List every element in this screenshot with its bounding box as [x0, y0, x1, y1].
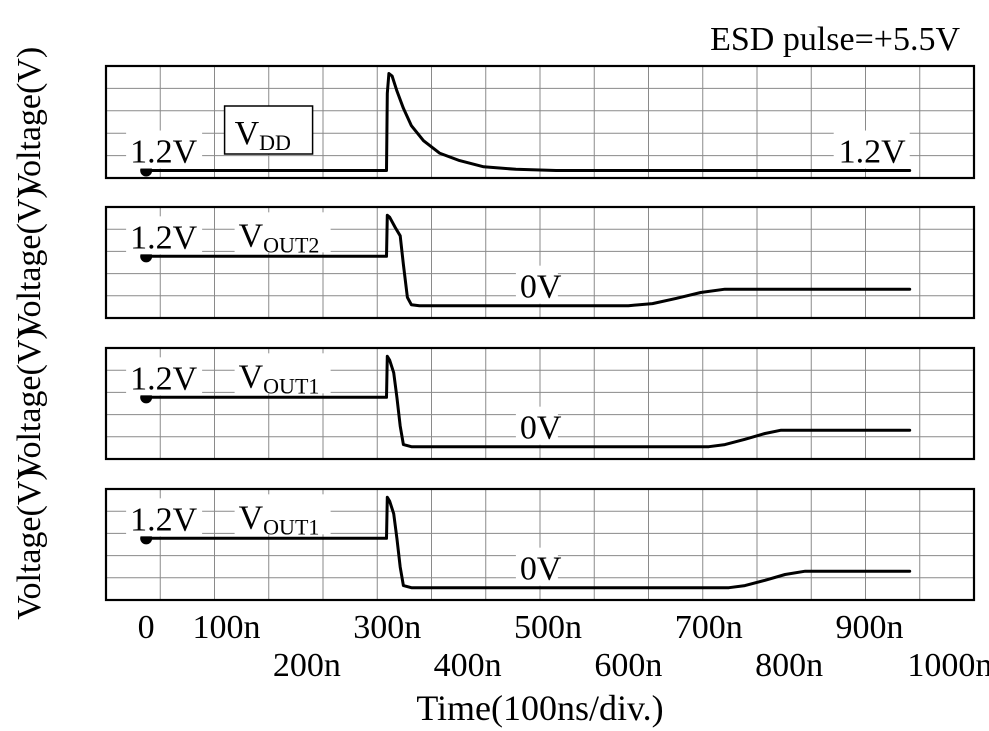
x-tick-label: 0	[138, 609, 155, 646]
series-line-v-out1	[144, 495, 912, 590]
x-tick-label: 1000n	[907, 647, 989, 684]
panel-frame	[104, 64, 976, 180]
series-label-main: V	[235, 115, 260, 152]
level-label-background	[515, 265, 558, 304]
series-line-v-out1	[144, 354, 912, 449]
x-axis-label: Time(100ns/div.)	[416, 688, 663, 728]
panel-frame	[104, 487, 976, 602]
panel-3: Voltage(V) VOUT1 1.2V 0V	[11, 328, 976, 479]
series-line-v-out2	[144, 213, 912, 308]
level-label-background	[126, 216, 203, 255]
level-label: 1.2V	[130, 134, 198, 171]
series-label: VOUT1	[239, 499, 320, 539]
level-label: 0V	[520, 269, 562, 306]
series-label-subscript: DD	[259, 130, 291, 155]
series-line-v-dd	[144, 72, 912, 172]
y-axis-label: Voltage(V)	[11, 328, 48, 478]
esd-pulse-annotation: ESD pulse=+5.5V	[710, 21, 960, 58]
series-label-main: V	[239, 358, 264, 395]
series-label-background	[234, 353, 331, 394]
level-label-background	[126, 357, 203, 396]
x-tick-label: 100n	[193, 609, 261, 646]
x-tick-label: 600n	[594, 647, 662, 684]
x-tick-label: 900n	[836, 609, 904, 646]
level-label: 1.2V	[130, 360, 198, 397]
panel-4: Voltage(V) VOUT1 1.2V 0V	[11, 469, 976, 620]
panel-frame	[104, 205, 976, 320]
series-label-subscript: OUT1	[263, 373, 319, 398]
x-tick-label: 200n	[273, 647, 341, 684]
series-label-subscript: OUT2	[263, 232, 319, 257]
level-label: 0V	[520, 551, 562, 588]
x-tick-label: 700n	[675, 609, 743, 646]
series-label: VOUT2	[239, 217, 320, 257]
x-tick-labels: 0 100n 200n 300n 400n 500n 600n 700n 800n 900n100…	[138, 609, 989, 684]
x-tick-label: 500n	[514, 609, 582, 646]
level-label: 1.2V	[839, 134, 907, 171]
panel-frame	[104, 346, 976, 461]
x-tick-label: 400n	[434, 647, 502, 684]
level-label: 1.2V	[130, 219, 198, 256]
x-tick-label: 300n	[353, 609, 421, 646]
series-label-background	[234, 212, 331, 253]
series-label-main: V	[239, 499, 264, 536]
y-axis-label: Voltage(V)	[11, 47, 48, 197]
series-label-box	[223, 105, 314, 155]
panel-2: Voltage(V) VOUT2 1.2V 0V	[11, 187, 976, 338]
y-axis-label: Voltage(V)	[11, 187, 48, 337]
panel-1: Voltage(V) VDD 1.2V 1.2V	[11, 47, 976, 197]
x-tick-label: 800n	[755, 647, 823, 684]
level-label: 0V	[520, 410, 562, 447]
series-label: VOUT1	[239, 358, 320, 398]
level-label-background	[126, 498, 203, 537]
y-axis-label: Voltage(V)	[11, 469, 48, 619]
series-label-background	[234, 494, 331, 535]
level-label-background	[126, 130, 203, 169]
level-label: 1.2V	[130, 501, 198, 538]
series-label-subscript: OUT1	[263, 514, 319, 539]
level-label-background	[833, 130, 910, 169]
series-label-main: V	[239, 217, 264, 254]
series-label: VDD	[235, 115, 291, 155]
level-label-background	[515, 547, 558, 586]
level-label-background	[515, 406, 558, 445]
